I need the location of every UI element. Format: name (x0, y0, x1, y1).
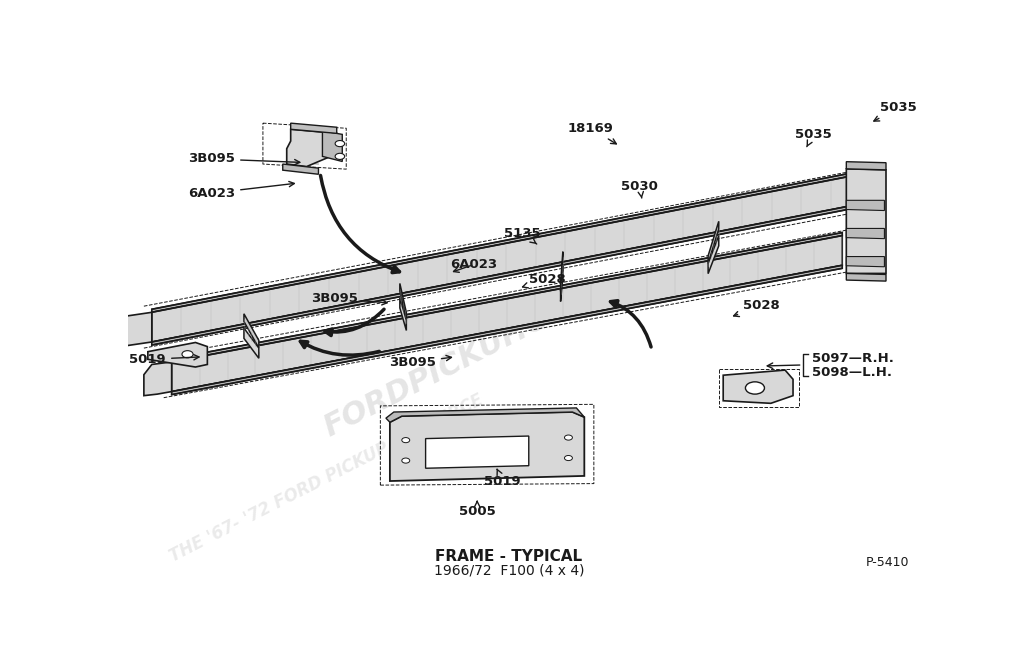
Polygon shape (152, 171, 860, 312)
Circle shape (401, 458, 410, 463)
Polygon shape (152, 204, 860, 345)
Circle shape (401, 438, 410, 443)
Text: 3B095: 3B095 (188, 153, 300, 165)
Circle shape (564, 435, 572, 440)
Text: 5135: 5135 (504, 226, 541, 244)
Text: 5035: 5035 (795, 128, 831, 147)
Polygon shape (426, 436, 528, 468)
FancyArrowPatch shape (321, 175, 399, 273)
Text: 1966/72  F100 (4 x 4): 1966/72 F100 (4 x 4) (434, 564, 584, 578)
Polygon shape (846, 228, 885, 238)
Text: 5005: 5005 (459, 501, 496, 518)
Text: 5019: 5019 (129, 353, 199, 366)
Text: 3B095: 3B095 (311, 292, 387, 305)
Polygon shape (846, 162, 886, 170)
Polygon shape (709, 221, 719, 264)
Polygon shape (560, 266, 563, 301)
FancyArrowPatch shape (610, 301, 651, 347)
Text: 5035: 5035 (873, 102, 918, 121)
Text: 18169: 18169 (567, 122, 616, 144)
Circle shape (335, 141, 345, 147)
Text: 5098—L.H.: 5098—L.H. (812, 366, 892, 378)
Polygon shape (172, 236, 842, 392)
Text: 5030: 5030 (622, 179, 658, 198)
Text: 5097—R.H.: 5097—R.H. (812, 352, 894, 365)
Polygon shape (846, 274, 886, 281)
Polygon shape (846, 256, 885, 267)
Polygon shape (143, 362, 172, 396)
Text: P-5410: P-5410 (866, 556, 909, 569)
Polygon shape (244, 314, 259, 348)
Circle shape (182, 351, 194, 358)
Polygon shape (399, 297, 407, 331)
Text: THE '67- '72 FORD PICKUP RESOURCE: THE '67- '72 FORD PICKUP RESOURCE (167, 391, 486, 566)
Text: FORDPICKUP.COM: FORDPICKUP.COM (319, 279, 603, 443)
Polygon shape (244, 328, 259, 359)
Polygon shape (152, 174, 860, 342)
Text: 5019: 5019 (484, 469, 521, 487)
Polygon shape (147, 343, 207, 367)
Text: 6A023: 6A023 (450, 258, 497, 272)
Text: 3B095: 3B095 (389, 355, 452, 369)
Text: 6A023: 6A023 (188, 181, 294, 200)
Polygon shape (390, 412, 585, 481)
Polygon shape (291, 123, 337, 133)
Circle shape (564, 456, 572, 461)
Polygon shape (283, 164, 318, 174)
FancyArrowPatch shape (325, 309, 384, 335)
Polygon shape (723, 370, 793, 403)
Text: 5028: 5028 (733, 299, 780, 317)
Polygon shape (560, 252, 563, 291)
Polygon shape (172, 232, 842, 362)
Polygon shape (287, 129, 337, 167)
Text: 5028: 5028 (522, 273, 565, 288)
Circle shape (745, 382, 765, 394)
Polygon shape (386, 408, 585, 422)
FancyArrowPatch shape (300, 341, 379, 355)
Polygon shape (846, 169, 886, 274)
Polygon shape (709, 236, 719, 274)
Polygon shape (846, 201, 885, 210)
Polygon shape (323, 131, 342, 161)
Text: FRAME - TYPICAL: FRAME - TYPICAL (435, 548, 583, 564)
Polygon shape (399, 284, 407, 320)
Circle shape (335, 153, 345, 159)
Polygon shape (172, 266, 842, 394)
Polygon shape (109, 312, 152, 347)
